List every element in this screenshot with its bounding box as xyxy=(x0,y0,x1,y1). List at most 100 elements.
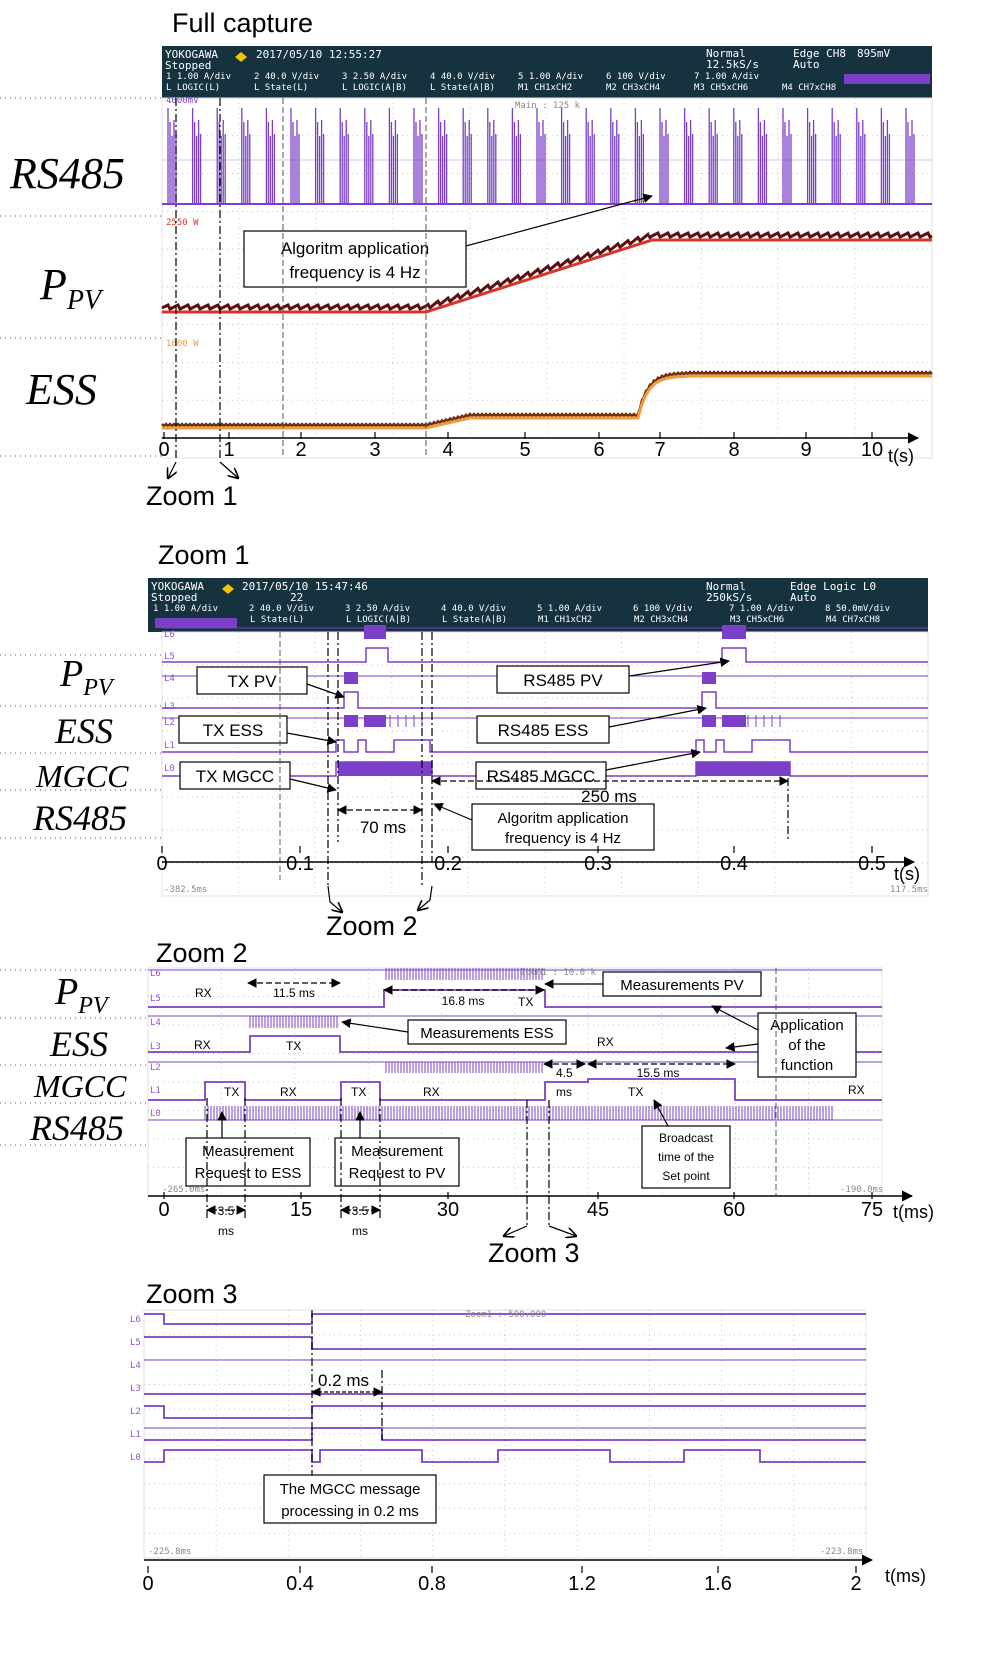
zoom2-box-application-line1: Application xyxy=(770,1017,843,1034)
zoom3-dim: 0.2 ms xyxy=(318,1371,369,1390)
channel-label: M4 CH7xCH8 xyxy=(826,615,880,625)
zoom2-box-meas-ess-text: Measurements ESS xyxy=(420,1025,553,1042)
digital-trace xyxy=(144,1313,866,1325)
digital-trace xyxy=(204,1106,833,1120)
zoom2-label-rs485: RS485 xyxy=(29,1108,124,1148)
zoom2-box-req-pv-line1: Measurement xyxy=(351,1143,444,1160)
zoom1-grid xyxy=(162,632,928,896)
burst-block xyxy=(364,625,386,639)
zoom1-panel: Zoom 1 YOKOGAWA 2017/05/10 15:47:46 22 S… xyxy=(0,540,929,941)
tick-label: 0.1 xyxy=(286,853,314,875)
zoom2-dim-115: 11.5 ms xyxy=(273,986,315,1000)
zoom2-ess-tx: TX xyxy=(286,1039,301,1053)
level-label: L4 xyxy=(150,1018,161,1028)
level-label: L6 xyxy=(150,969,161,979)
full-label-ess: ESS xyxy=(25,365,97,414)
full-channel-row-2: L LOGIC(L) L State(L) L LOGIC(A|B) L State(… xyxy=(166,83,836,93)
zoom1-scope-header: YOKOGAWA 2017/05/10 15:47:46 22 Stopped … xyxy=(148,578,928,632)
zoom2-box-broadcast-line3: Set point xyxy=(662,1169,710,1183)
full-scope-header: YOKOGAWA 2017/05/10 12:55:27 Stopped Nor… xyxy=(162,46,932,98)
level-label: L1 xyxy=(130,1430,141,1440)
digital-trace xyxy=(148,1035,882,1053)
full-label-rs485: RS485 xyxy=(9,149,125,198)
tick-label: 10 xyxy=(861,439,883,461)
full-label-ppv-p: P xyxy=(39,260,67,309)
zoom2-tick-labels: 0 15 30 45 60 75 xyxy=(158,1192,883,1221)
channel-label: 7 1.00 A/div xyxy=(694,72,759,82)
level-label: L6 xyxy=(130,1315,141,1325)
tick-label: 4 xyxy=(442,439,453,461)
zoom2-mgcc-tx2: TX xyxy=(351,1085,366,1099)
digital-trace xyxy=(162,647,928,663)
channel-label: L LOGIC(L) xyxy=(166,83,220,93)
zoom1-unit: t(s) xyxy=(894,864,920,884)
ppv-line xyxy=(162,238,932,314)
channel-label: 8 50.0mV/div xyxy=(825,604,890,614)
level-label: L1 xyxy=(164,741,175,751)
zoom2-box-meas-pv-text: Measurements PV xyxy=(620,977,743,994)
full-label-ppv-sub: PV xyxy=(66,285,104,316)
zoom1-scope-rate: 250kS/s xyxy=(706,591,752,604)
tick-label: 8 xyxy=(728,439,739,461)
channel-label: M1 CH1xCH2 xyxy=(538,615,592,625)
zoom1-box-tx-ess-text: TX ESS xyxy=(203,721,263,740)
full-scope-status: Stopped xyxy=(165,59,211,72)
tick-label: 2 xyxy=(295,439,306,461)
zoom1-level-labels: L6 L5 L4 L3 L2 L1 L0 xyxy=(164,630,175,774)
zoom2-label-mgcc: MGCC xyxy=(33,1068,127,1104)
zoom3-unit: t(ms) xyxy=(885,1566,926,1586)
zoom1-box-rs485-mgcc-text: RS485 MGCC xyxy=(487,767,596,786)
digital-trace xyxy=(385,1062,543,1073)
full-scope-brand: YOKOGAWA xyxy=(165,48,218,61)
zoom2-box-application-line3: function xyxy=(781,1057,834,1074)
zoom2-dim-35a: 3.5 xyxy=(218,1204,235,1218)
tick-label: 0.2 xyxy=(434,853,462,875)
full-unit: t(s) xyxy=(888,446,914,466)
full-algorithm-box xyxy=(243,230,467,288)
zoom2-box-meas-ess xyxy=(407,1019,567,1045)
full-zoom1-label: Zoom 1 xyxy=(146,481,238,511)
zoom1-algorithm-box xyxy=(471,803,655,851)
full-scale-top: 4000mV xyxy=(166,96,199,106)
full-rs485-trace xyxy=(162,108,932,205)
zoom1-label-ppv-sub: PV xyxy=(82,675,115,701)
full-ess-trace xyxy=(161,370,933,430)
zoom2-box-broadcast-line2: time of the xyxy=(658,1150,714,1164)
zoom2-ess-rx2: RX xyxy=(597,1035,614,1049)
tick-label: 1.2 xyxy=(568,1573,596,1595)
level-label: L5 xyxy=(164,652,175,662)
zoom2-dim-35b: 3.5 xyxy=(352,1204,369,1218)
zoom1-box-rs485-ess-text: RS485 ESS xyxy=(498,721,589,740)
zoom2-zoom3-arrow-left xyxy=(504,1225,528,1236)
full-algorithm-arrow xyxy=(465,193,653,247)
tick-label: 0.4 xyxy=(720,853,748,875)
zoom1-channel-row-2: L State(L) L LOGIC(A|B) L State(A|B) M1 CH1… xyxy=(250,615,880,625)
zoom2-unit: t(ms) xyxy=(893,1202,934,1222)
channel-label: L State(L) xyxy=(254,83,308,93)
channel-label: 2 40.0 V/div xyxy=(249,604,314,614)
level-label: L0 xyxy=(164,764,175,774)
digital-trace xyxy=(148,1078,882,1101)
ess-line xyxy=(162,374,932,430)
full-scope-datetime: 2017/05/10 12:55:27 xyxy=(256,48,382,61)
channel-label: M2 CH3xCH4 xyxy=(606,83,660,93)
tick-label: 0.4 xyxy=(286,1573,314,1595)
full-scope-trigger-level: 895mV xyxy=(857,47,890,60)
zoom1-box-tx-ess xyxy=(178,715,288,744)
digital-trace xyxy=(144,1449,866,1463)
zoom1-tick-labels: 0 0.1 0.2 0.3 0.4 0.5 xyxy=(156,846,886,875)
zoom2-box-meas-pv xyxy=(602,971,762,997)
zoom1-label-mgcc: MGCC xyxy=(35,758,129,794)
zoom2-dim-35b-unit: ms xyxy=(352,1224,368,1238)
zoom3-box xyxy=(263,1474,437,1524)
tick-label: 30 xyxy=(437,1199,459,1221)
burst-block xyxy=(722,625,746,639)
zoom2-zoom-label: Zoom1 : 10.0 k xyxy=(520,968,596,978)
tick-label: 3 xyxy=(369,439,380,461)
level-label: L3 xyxy=(130,1384,141,1394)
zoom1-zoom2-label: Zoom 2 xyxy=(326,911,418,941)
full-zoom1-arrow-left xyxy=(168,461,176,478)
zoom2-zoom3-arrow-right xyxy=(548,1225,576,1236)
full-capture-panel: Full capture YOKOGAWA 2017/05/10 12:55:2… xyxy=(0,8,933,511)
channel-label: 5 1.00 A/div xyxy=(518,72,583,82)
